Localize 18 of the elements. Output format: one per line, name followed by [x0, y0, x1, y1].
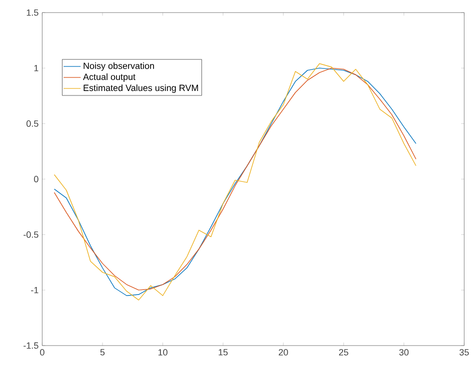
x-tick-label: 35	[460, 349, 469, 356]
legend-label: Noisy observation	[84, 62, 154, 71]
x-tick-label: 15	[218, 349, 228, 356]
y-tick-label: 0	[34, 176, 38, 182]
y-tick-label: 1	[34, 64, 38, 72]
x-tick-label: 20	[278, 349, 288, 356]
y-tick-label: 1.5	[26, 9, 38, 16]
legend-label: Estimated Values using RVM	[84, 84, 198, 93]
y-tick-label: -1.5	[24, 342, 38, 349]
y-tick-label: -1	[31, 286, 38, 294]
legend-label: Actual output	[83, 73, 136, 82]
y-tick-label: 0.5	[26, 120, 38, 127]
x-tick-label: 5	[100, 349, 105, 356]
x-tick-label: 10	[158, 349, 168, 356]
x-tick-label: 0	[40, 349, 44, 356]
x-tick-label: 30	[399, 349, 409, 356]
x-tick-label: 25	[339, 349, 348, 356]
y-tick-label: -0.5	[24, 231, 38, 238]
